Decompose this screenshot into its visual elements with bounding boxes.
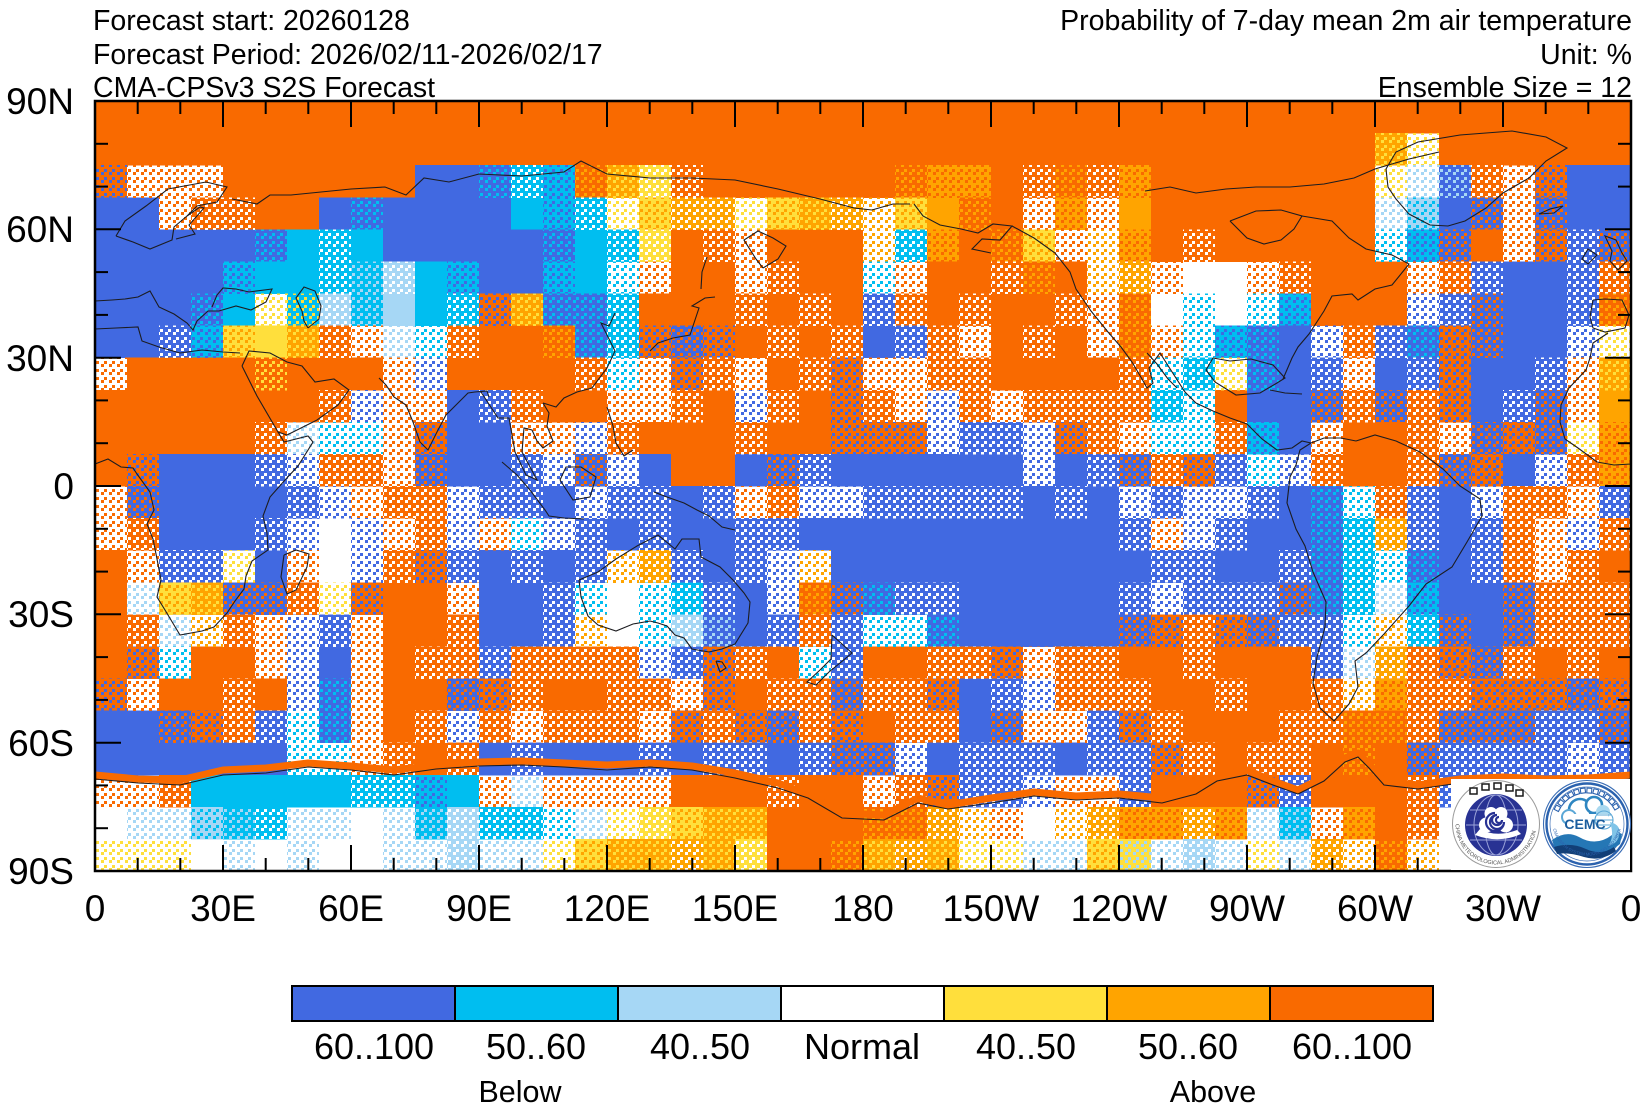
svg-text:60..100: 60..100 [314,1026,434,1067]
svg-text:90N: 90N [6,81,74,122]
svg-text:60W: 60W [1337,888,1413,929]
svg-text:0: 0 [53,466,74,507]
svg-text:90E: 90E [446,888,512,929]
svg-text:30S: 30S [8,594,74,635]
svg-text:30E: 30E [190,888,256,929]
svg-text:50..60: 50..60 [1138,1026,1238,1067]
svg-text:40..50: 40..50 [976,1026,1076,1067]
svg-text:CMA-CPSv3 S2S Forecast: CMA-CPSv3 S2S Forecast [93,72,435,104]
svg-text:60N: 60N [6,209,74,250]
svg-text:120W: 120W [1071,888,1168,929]
svg-text:30W: 30W [1465,888,1541,929]
svg-text:50..60: 50..60 [486,1026,586,1067]
svg-text:Probability of 7-day mean 2m a: Probability of 7-day mean 2m air tempera… [1060,5,1632,37]
svg-text:0: 0 [1621,888,1642,929]
svg-text:60S: 60S [8,723,74,764]
svg-text:Above: Above [1170,1075,1256,1109]
svg-text:40..50: 40..50 [650,1026,750,1067]
svg-text:Normal: Normal [804,1026,920,1067]
svg-text:60E: 60E [318,888,384,929]
svg-text:CEMC: CEMC [1564,816,1605,832]
svg-text:Forecast start: 20260128: Forecast start: 20260128 [93,5,410,37]
svg-text:90W: 90W [1209,888,1285,929]
svg-text:60..100: 60..100 [1292,1026,1412,1067]
svg-text:150E: 150E [692,888,778,929]
svg-text:Ensemble Size = 12: Ensemble Size = 12 [1378,72,1632,104]
svg-text:180: 180 [832,888,894,929]
svg-text:Forecast Period: 2026/02/11-20: Forecast Period: 2026/02/11-2026/02/17 [93,39,603,71]
svg-text:120E: 120E [564,888,650,929]
svg-text:150W: 150W [943,888,1040,929]
svg-text:90S: 90S [8,851,74,892]
svg-text:Unit: %: Unit: % [1540,39,1632,71]
svg-text:0: 0 [85,888,106,929]
svg-text:30N: 30N [6,338,74,379]
svg-text:Below: Below [478,1075,562,1109]
